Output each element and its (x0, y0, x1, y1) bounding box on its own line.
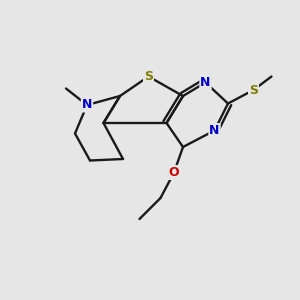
Text: N: N (82, 98, 92, 112)
Text: S: S (249, 83, 258, 97)
Text: S: S (144, 70, 153, 83)
Text: N: N (209, 124, 220, 137)
Text: N: N (200, 76, 211, 89)
Text: O: O (169, 166, 179, 179)
